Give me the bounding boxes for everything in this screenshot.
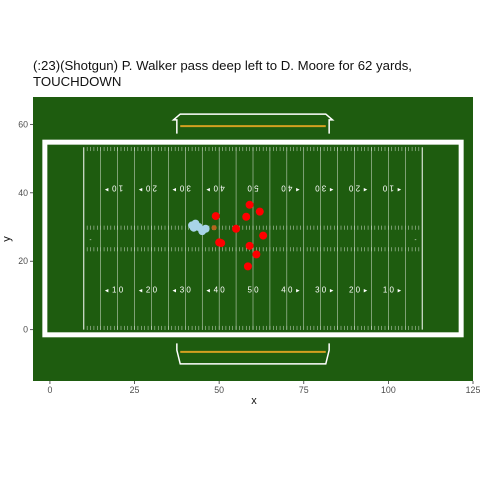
y-tick-label: 40 [18,188,28,198]
yard-number-top: 1 0 [112,183,124,192]
data-point [211,212,220,221]
data-point [259,231,268,240]
data-point [252,250,261,259]
yard-number-top: 1 0 [382,183,394,192]
yard-number-top: 3 0 [315,183,327,192]
y-axis-title: y [0,236,13,242]
x-tick-label: 25 [130,385,140,395]
y-tick-label: 0 [23,325,28,335]
x-tick-label: 100 [381,385,396,395]
yard-arrow-bottom: ▸ [364,288,368,295]
yard-arrow-top: ▸ [296,186,300,193]
y-tick-label: 20 [18,256,28,266]
data-point [189,223,198,232]
yard-number-top: 4 0 [213,183,225,192]
yard-number-bottom: 4 0 [281,286,293,295]
top-goal-outline [171,113,335,134]
yard-arrow-bottom: ▸ [296,288,300,295]
x-axis-title: x [251,395,257,407]
data-point [243,262,252,271]
yard-number-bottom: 5 0 [247,286,259,295]
yard-arrow-bottom: ◂ [139,288,143,295]
x-tick-label: 75 [299,385,309,395]
yard-arrow-top: ◂ [206,186,210,193]
yard-arrow-top: ◂ [139,186,143,193]
yard-number-top: 2 0 [145,183,157,192]
chart-title: (:23)(Shotgun) P. Walker pass deep left … [33,58,412,89]
yard-arrow-top: ▸ [330,186,334,193]
yard-number-bottom: 3 0 [180,286,192,295]
yard-number-top: 5 0 [247,183,259,192]
yard-number-top: 3 0 [179,183,191,192]
yard-number-top: 4 0 [281,183,293,192]
data-point [232,224,241,233]
yard-arrow-bottom: ◂ [173,288,177,295]
yard-arrow-top: ▸ [364,186,368,193]
y-tick-label: 60 [18,119,28,129]
yard-number-bottom: 1 0 [383,286,395,295]
yard-arrow-top: ▸ [398,186,402,193]
x-tick-label: 0 [47,385,52,395]
pat-mark-right: - [414,237,416,243]
yard-number-bottom: 1 0 [112,286,124,295]
field-border [42,139,464,338]
data-point [245,241,254,250]
yard-arrow-bottom: ▸ [398,288,402,295]
yard-arrow-bottom: ◂ [206,288,210,295]
data-point [255,207,264,216]
bottom-goal-outline [176,343,330,365]
pat-mark-left: - [90,237,92,243]
yard-number-top: 2 0 [348,183,360,192]
yard-arrow-bottom: ▸ [330,288,334,295]
data-point [211,225,217,231]
yard-number-bottom: 2 0 [349,286,361,295]
data-point [217,239,226,248]
yard-number-bottom: 3 0 [315,286,327,295]
x-tick-label: 50 [214,385,224,395]
yard-number-bottom: 2 0 [146,286,158,295]
yard-arrow-bottom: ◂ [105,288,109,295]
data-point [245,200,254,209]
data-point [201,224,210,233]
data-point [242,212,251,221]
yard-arrow-top: ◂ [173,186,177,193]
x-tick-label: 125 [466,385,480,395]
yard-number-bottom: 4 0 [214,286,226,295]
yard-arrow-top: ◂ [105,186,109,193]
